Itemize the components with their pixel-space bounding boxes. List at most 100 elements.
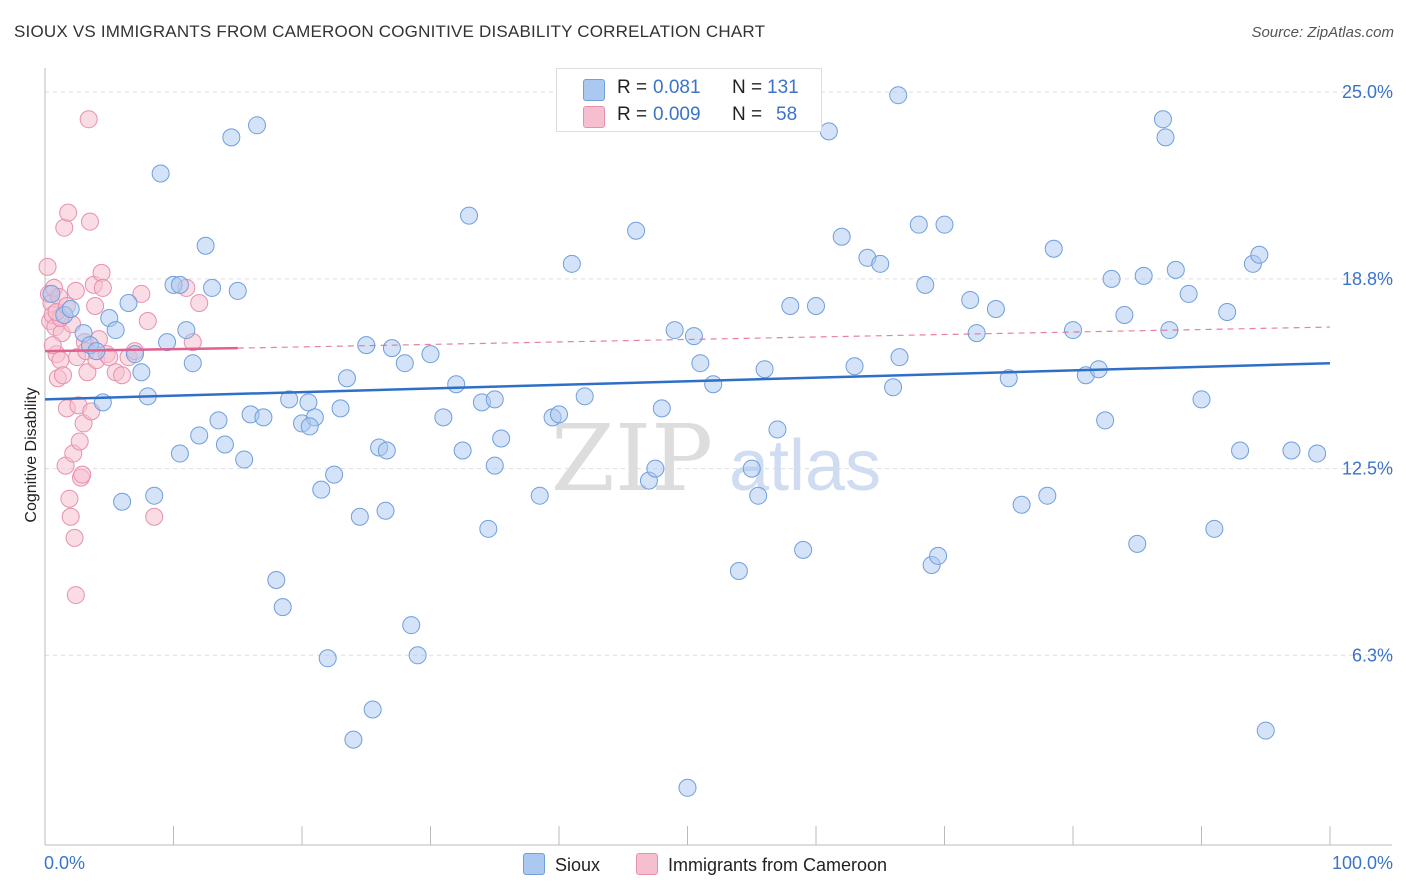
- sioux-point: [530, 486, 549, 505]
- stats-legend: R = 0.081 N = 131 R = 0.009 N = 58: [556, 68, 822, 132]
- cameroon-point: [92, 263, 111, 282]
- sioux-point: [183, 354, 202, 373]
- sioux-point: [1044, 239, 1063, 258]
- cameroon-point: [61, 507, 80, 526]
- sioux-point: [961, 290, 980, 309]
- cameroon-point: [80, 212, 99, 231]
- sioux-point: [691, 354, 710, 373]
- sioux-point: [106, 321, 125, 340]
- sioux-point: [575, 387, 594, 406]
- sioux-point: [755, 360, 774, 379]
- y-tick-label: 6.3%: [1352, 645, 1393, 665]
- sioux-point: [402, 616, 421, 635]
- sioux-point: [1250, 245, 1269, 264]
- sioux-point: [318, 649, 337, 668]
- sioux-point: [158, 333, 177, 352]
- x-tick-label-min: 0.0%: [44, 853, 85, 873]
- sioux-point: [479, 519, 498, 538]
- cameroon-point: [70, 432, 89, 451]
- sioux-point: [627, 221, 646, 240]
- sioux-point: [1012, 495, 1031, 514]
- sioux-point: [1218, 303, 1237, 322]
- sioux-point: [350, 507, 369, 526]
- sioux-point: [889, 86, 908, 105]
- sioux-point: [421, 345, 440, 364]
- sioux-point: [1153, 110, 1172, 129]
- cameroon-point: [59, 203, 78, 222]
- sioux-point: [652, 399, 671, 418]
- cameroon-points: [38, 110, 209, 605]
- sioux-point: [209, 411, 228, 430]
- sioux-point: [376, 501, 395, 520]
- cameroon-point: [38, 257, 57, 276]
- cameroon-trend-line: [44, 346, 238, 353]
- cameroon-point: [86, 296, 105, 315]
- sioux-point: [999, 369, 1018, 388]
- legend-item-cameroon: Immigrants from Cameroon: [636, 853, 887, 876]
- chart-title: SIOUX VS IMMIGRANTS FROM CAMEROON COGNIT…: [14, 22, 766, 41]
- sioux-point: [1282, 441, 1301, 460]
- y-tick-label: 12.5%: [1342, 459, 1393, 479]
- cameroon-point: [53, 366, 72, 385]
- sioux-point: [1096, 411, 1115, 430]
- sioux-point: [113, 492, 132, 511]
- sioux-point: [170, 275, 189, 294]
- legend-cameroon-label: Immigrants from Cameroon: [668, 855, 888, 875]
- sioux-point: [1308, 444, 1327, 463]
- sioux-point: [299, 393, 318, 412]
- x-tick-label-max: 100.0%: [1332, 853, 1393, 873]
- legend-sioux-label: Sioux: [555, 855, 601, 875]
- sioux-point: [794, 540, 813, 559]
- legend-r-label: R =: [617, 104, 648, 125]
- sioux-point: [1128, 534, 1147, 553]
- sioux-point: [1256, 721, 1275, 740]
- legend-item-sioux: Sioux: [523, 853, 600, 876]
- sioux-point: [845, 357, 864, 376]
- source-label: Source: ZipAtlas.com: [1251, 24, 1394, 41]
- cameroon-point: [138, 312, 157, 331]
- cameroon-point: [93, 278, 112, 297]
- sioux-point: [177, 321, 196, 340]
- sioux-point: [42, 284, 61, 303]
- sioux-point: [235, 450, 254, 469]
- sioux-point: [228, 281, 247, 300]
- sioux-point: [485, 456, 504, 475]
- sioux-point: [1205, 519, 1224, 538]
- sioux-point: [1192, 390, 1211, 409]
- cameroon-point: [66, 586, 85, 605]
- sioux-point: [832, 227, 851, 246]
- sioux-point: [267, 571, 286, 590]
- sioux-point: [1038, 486, 1057, 505]
- sioux-point: [781, 296, 800, 315]
- sioux-point: [935, 215, 954, 234]
- legend-n-label: N =: [732, 77, 763, 98]
- cameroon-legend-swatch: [636, 853, 658, 875]
- watermark-zip: ZIP: [551, 405, 713, 512]
- cameroon-point: [79, 110, 98, 129]
- sioux-point: [1179, 284, 1198, 303]
- sioux-point: [312, 480, 331, 499]
- sioux-point: [434, 408, 453, 427]
- cameroon-point: [73, 465, 92, 484]
- sioux-point: [273, 598, 292, 617]
- y-tick-label: 25.0%: [1342, 82, 1393, 102]
- sioux-point: [447, 375, 466, 394]
- cameroon-point: [51, 351, 70, 370]
- cameroon-point: [132, 284, 151, 303]
- cameroon-point: [190, 293, 209, 312]
- sioux-point: [678, 778, 697, 797]
- sioux-point: [248, 116, 267, 135]
- sioux-point: [909, 215, 928, 234]
- legend-sioux-n: 131: [767, 77, 799, 98]
- sioux-point: [453, 441, 472, 460]
- legend-sioux-r: 0.081: [653, 77, 701, 98]
- sioux-point: [967, 324, 986, 343]
- sioux-point: [363, 700, 382, 719]
- sioux-point: [929, 546, 948, 565]
- cameroon-point: [43, 336, 62, 355]
- sioux-point: [119, 293, 138, 312]
- sioux-point: [61, 299, 80, 318]
- sioux-point: [382, 339, 401, 358]
- sioux-point: [1231, 441, 1250, 460]
- sioux-point: [460, 206, 479, 225]
